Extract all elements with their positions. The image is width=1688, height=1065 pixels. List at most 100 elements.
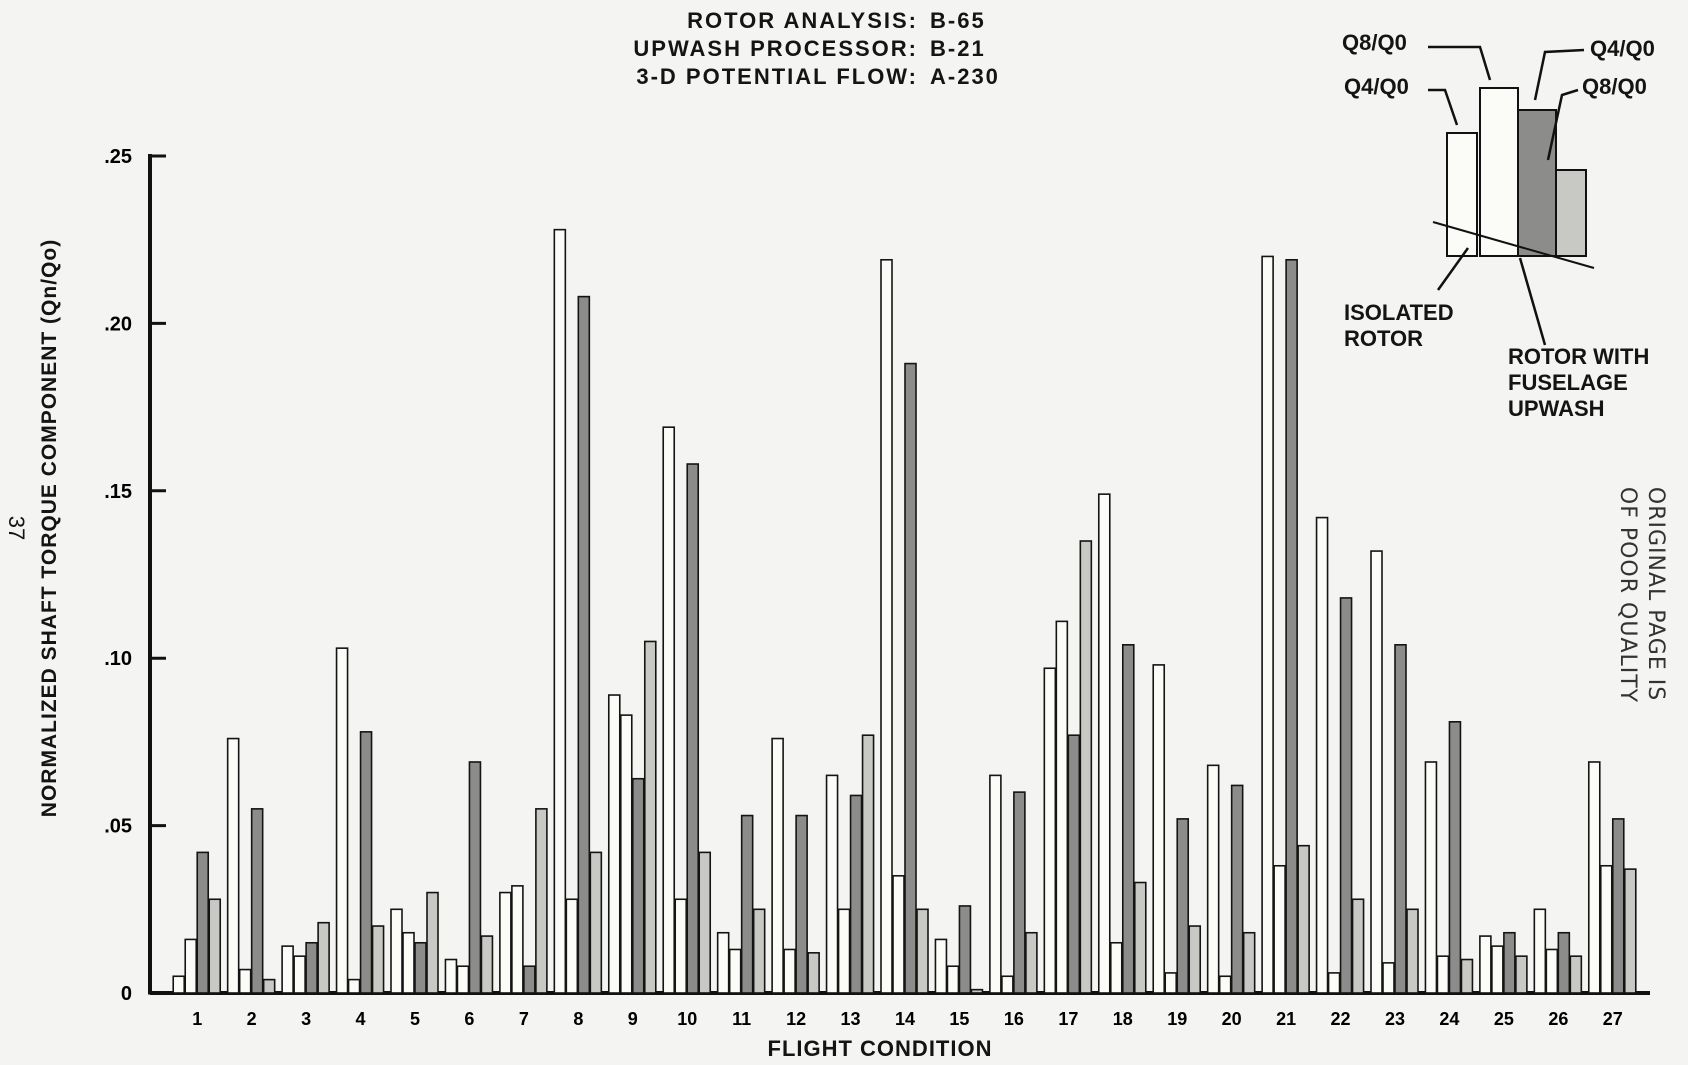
bar <box>1273 864 1286 994</box>
bar <box>1001 975 1014 994</box>
bar <box>523 965 536 994</box>
x-tick-label: 27 <box>1603 1009 1623 1029</box>
header-label: ROTOR ANALYSIS: <box>687 8 918 33</box>
bar <box>553 228 567 994</box>
bar <box>989 774 1002 994</box>
header-value: B-21 <box>930 36 986 61</box>
bar <box>305 941 318 994</box>
legend-swatch-q8-isolated <box>1479 87 1519 257</box>
x-tick-label: 3 <box>301 1009 311 1029</box>
x-tick-label: 13 <box>841 1009 861 1029</box>
header-label: 3-D POTENTIAL FLOW: <box>636 64 918 89</box>
bar <box>226 737 240 994</box>
x-tick-label: 18 <box>1113 1009 1133 1029</box>
x-tick-label: 10 <box>677 1009 697 1029</box>
legend-leader-line <box>1533 48 1585 101</box>
bar <box>1079 540 1093 994</box>
x-tick-label: 1 <box>192 1009 202 1029</box>
bar <box>861 734 875 994</box>
legend-isolated-line: ISOLATED <box>1344 300 1454 325</box>
x-tick-label: 26 <box>1548 1009 1568 1029</box>
bar <box>674 898 688 994</box>
bar <box>1013 791 1026 994</box>
bar <box>880 258 893 994</box>
bar <box>1479 935 1492 994</box>
bar <box>1623 868 1637 994</box>
legend-leader-line <box>1518 257 1547 346</box>
bar <box>1351 898 1365 994</box>
bar <box>1394 644 1407 994</box>
x-tick-label: 4 <box>356 1009 366 1029</box>
legend-baseline <box>1432 221 1595 269</box>
bar <box>281 945 294 994</box>
bar <box>849 794 863 994</box>
bar <box>468 761 482 994</box>
x-tick-label: 19 <box>1167 1009 1187 1029</box>
y-tick-label: .25 <box>104 146 132 168</box>
bar <box>1097 493 1111 994</box>
bar <box>970 988 984 994</box>
bar <box>1382 962 1395 994</box>
bar <box>643 640 657 994</box>
bar <box>1545 948 1559 994</box>
page-number: 37 <box>4 515 30 541</box>
bar <box>577 295 591 994</box>
x-tick-label: 25 <box>1494 1009 1514 1029</box>
bar <box>1448 721 1462 994</box>
bar <box>1587 761 1601 994</box>
legend-swatch-q4-isolated <box>1446 132 1478 257</box>
bar <box>728 948 742 994</box>
bar <box>1285 258 1298 994</box>
bar <box>1406 908 1419 994</box>
bar <box>335 647 349 994</box>
bar <box>499 891 512 994</box>
bar <box>662 426 676 994</box>
bar <box>1164 972 1178 994</box>
bar <box>359 731 373 994</box>
x-tick-label: 15 <box>949 1009 969 1029</box>
bar <box>390 908 403 994</box>
legend-isolated-line: ROTOR <box>1344 326 1424 351</box>
stamp-line: OF POOR QUALITY <box>1615 486 1640 704</box>
legend-swatch-q4-upwash <box>1517 109 1557 257</box>
legend-isolated-rotor: ISOLATED ROTOR <box>1344 300 1454 352</box>
bar <box>1491 945 1504 994</box>
bar <box>262 978 276 994</box>
bar <box>892 875 905 994</box>
x-tick-label: 7 <box>519 1009 529 1029</box>
bar <box>686 463 700 994</box>
bar <box>1460 958 1474 994</box>
bar <box>1121 644 1135 994</box>
bar <box>402 931 415 994</box>
x-tick-label: 5 <box>410 1009 420 1029</box>
bar <box>1230 784 1244 994</box>
legend-q8-isolated-label: Q8/Q0 <box>1342 30 1407 55</box>
bar <box>1133 881 1147 994</box>
bar <box>589 851 603 994</box>
bar <box>1218 975 1232 994</box>
bar <box>1025 931 1038 994</box>
bar <box>825 774 839 994</box>
bar <box>426 891 439 994</box>
bar <box>172 975 186 994</box>
bar <box>1261 255 1274 994</box>
legend-rotor-with-upwash: ROTOR WITH FUSELAGE UPWASH <box>1508 344 1649 422</box>
bar <box>1152 664 1166 994</box>
header-label: UPWASH PROCESSOR: <box>633 36 918 61</box>
x-tick-label: 12 <box>786 1009 806 1029</box>
bar <box>698 851 712 994</box>
x-tick-label: 20 <box>1222 1009 1242 1029</box>
bar <box>511 885 524 994</box>
bar <box>1188 925 1202 994</box>
quality-stamp: ORIGINAL PAGE IS OF POOR QUALITY <box>1613 487 1669 703</box>
bar <box>208 898 222 994</box>
y-axis-title: NORMALIZED SHAFT TORQUE COMPONENT (Qn/Qo… <box>38 238 61 818</box>
bar <box>196 851 210 994</box>
bar <box>1242 931 1256 994</box>
y-tick-label: .15 <box>104 481 132 503</box>
bar <box>1436 955 1450 994</box>
legend-leader-line <box>1428 88 1459 126</box>
bar <box>837 908 851 994</box>
legend-upwash-line: FUSELAGE <box>1508 370 1628 395</box>
